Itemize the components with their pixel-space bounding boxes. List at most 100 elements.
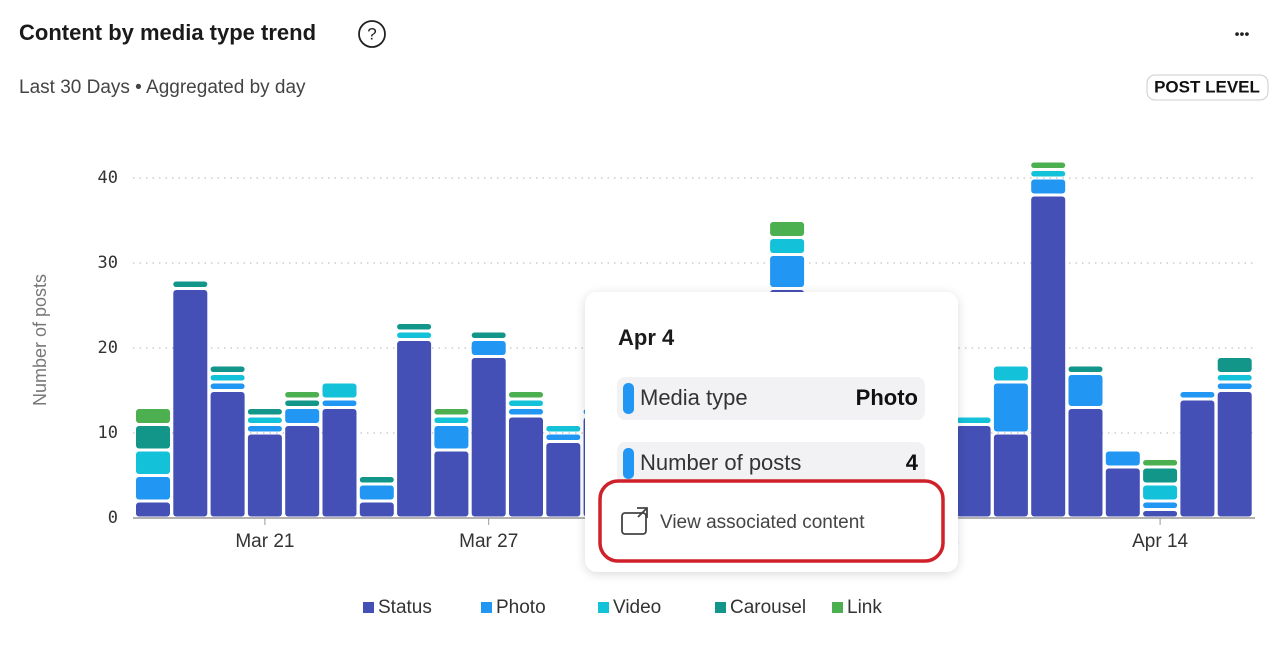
tooltip-row: [617, 377, 925, 420]
bar-segment: [1217, 383, 1252, 389]
bar-segment: [471, 358, 506, 517]
bar-segment: [136, 502, 170, 517]
subtitle: Last 30 Days • Aggregated by day: [19, 77, 306, 98]
legend-label: Link: [847, 597, 882, 618]
action-highlight[interactable]: [598, 479, 945, 563]
bar-segment: [770, 222, 805, 236]
bar-segment: [285, 426, 320, 517]
bar-segment: [956, 426, 991, 517]
bar-segment: [509, 392, 543, 398]
bar-segment: [210, 366, 245, 372]
y-tick-label: 30: [98, 253, 118, 273]
bar-segment: [770, 239, 805, 253]
legend-swatch: [363, 602, 374, 613]
bar-segment: [1143, 502, 1178, 508]
bar-segment: [1143, 468, 1178, 483]
bar-segment: [434, 409, 469, 415]
bar-segment: [509, 409, 543, 415]
legend-swatch: [481, 602, 492, 613]
bar-segment: [434, 426, 469, 449]
bar-segment: [210, 375, 245, 381]
widget-title: Content by media type trend: [19, 20, 316, 45]
bar-segment: [136, 426, 170, 449]
bar-segment: [1180, 400, 1215, 517]
bar-segment: [1105, 451, 1140, 466]
tooltip-row: [617, 442, 925, 485]
legend: Status Photo Video Carousel Link: [363, 597, 882, 618]
action-icon-arrow: [637, 507, 648, 518]
bar-segment: [136, 409, 170, 423]
legend-swatch: [715, 602, 726, 613]
y-axis-label: Number of posts: [30, 274, 50, 406]
badge: POST LEVEL: [1154, 77, 1260, 96]
bar-segment: [247, 409, 282, 415]
action-link[interactable]: View associated content: [660, 512, 865, 533]
bar-segment: [173, 281, 208, 287]
bar-segment: [173, 290, 208, 517]
bar-segment: [770, 256, 805, 287]
bar-segment: [285, 409, 320, 423]
bar-segment: [1143, 460, 1178, 466]
bar-segment: [285, 392, 320, 398]
bar-segment: [1217, 375, 1252, 381]
bar-segment: [546, 434, 581, 440]
tooltip: Apr 4 Media type Photo Number of posts 4…: [585, 292, 958, 572]
bar-segment: [993, 434, 1028, 517]
bar-segment: [136, 451, 170, 474]
legend-label: Video: [613, 597, 661, 618]
bar-segment: [1180, 392, 1215, 398]
bar-segment: [1031, 171, 1066, 177]
bar-segment: [546, 443, 581, 517]
bar-segment: [434, 451, 469, 517]
bar-segment: [993, 366, 1028, 381]
tooltip-value: Photo: [856, 385, 918, 410]
bar-segment: [322, 383, 357, 398]
bar-segment: [285, 400, 320, 406]
bar-segment: [322, 400, 357, 406]
bar-segment: [956, 417, 991, 423]
bar-segment: [397, 324, 432, 330]
tooltip-value: 4: [906, 450, 919, 475]
bar-segment: [1068, 409, 1103, 517]
bar-segment: [247, 417, 282, 423]
bar-segment: [1068, 375, 1103, 406]
bar-segment: [359, 485, 394, 500]
bar-segment: [1031, 196, 1066, 517]
bar-segment: [1031, 179, 1066, 194]
bar-segment: [1105, 468, 1140, 517]
bar-segment: [1068, 366, 1103, 372]
x-tick-label: Mar 27: [459, 531, 518, 552]
bar-segment: [136, 477, 170, 500]
bar-segment: [210, 392, 245, 517]
bar-segment: [509, 400, 543, 406]
legend-swatch: [832, 602, 843, 613]
tooltip-label: Number of posts: [640, 450, 801, 475]
tooltip-label: Media type: [640, 385, 748, 410]
bar-segment: [322, 409, 357, 517]
x-tick-label: Apr 14: [1132, 531, 1188, 552]
bar-segment: [397, 332, 432, 338]
tooltip-swatch: [623, 448, 634, 479]
bar-segment: [1217, 358, 1252, 372]
bar-segment: [1217, 392, 1252, 517]
help-icon[interactable]: [358, 20, 386, 48]
bar-segment: [210, 383, 245, 389]
tooltip-date: Apr 4: [618, 325, 675, 350]
bar-segment: [546, 426, 581, 432]
y-tick-label: 0: [108, 508, 118, 528]
tooltip-swatch: [623, 383, 634, 414]
help-glyph: ?: [367, 24, 376, 43]
bar-segment: [1031, 162, 1066, 168]
bar-segment: [397, 341, 432, 517]
y-tick-label: 20: [98, 338, 118, 358]
bar-segment: [1143, 511, 1178, 517]
legend-label: Photo: [496, 597, 546, 618]
menu-button[interactable]: •••: [1235, 26, 1250, 42]
y-tick-label: 40: [98, 168, 118, 188]
bar-segment: [247, 434, 282, 517]
action-icon: [621, 512, 647, 535]
bar-segment: [509, 417, 543, 517]
legend-swatch: [598, 602, 609, 613]
legend-label: Carousel: [730, 597, 806, 618]
